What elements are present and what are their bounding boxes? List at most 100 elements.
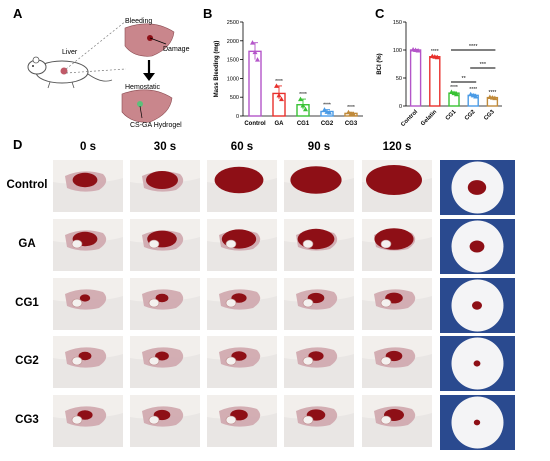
significance-label: **** (347, 105, 355, 111)
blood-stain (72, 172, 98, 188)
mouse-icon (27, 56, 113, 89)
filter-paper-photo (440, 278, 515, 333)
hydrogel-sample (148, 239, 160, 249)
x-tick-label: CG3 (345, 121, 358, 127)
hemostasis-photo (284, 395, 354, 447)
filter-paper-photo (440, 160, 515, 215)
y-tick-label: 50 (396, 76, 402, 82)
group-label: CG3 (15, 414, 39, 426)
bci-chart: 0 50 100 150 BCI (%) Control **** Gelatin **** CG… (377, 20, 502, 128)
group-label: CG1 (15, 297, 39, 309)
blood-stain (290, 166, 342, 194)
hemostasis-photo (53, 336, 123, 388)
time-label: 120 s (382, 141, 412, 153)
time-label: 90 s (307, 141, 331, 153)
x-tick-label: CG1 (445, 109, 458, 122)
hemostasis-photo (362, 336, 432, 388)
y-tick-label: 2500 (227, 20, 239, 26)
y-tick-label: 2000 (227, 39, 239, 45)
bar (409, 49, 422, 107)
x-tick-label: CG1 (297, 121, 310, 127)
hemostasis-photo (207, 336, 277, 388)
data-point (415, 48, 421, 53)
bracket-label: *** (480, 62, 487, 68)
paper-blood-stain (469, 240, 485, 253)
paper-blood-stain (472, 301, 482, 310)
hydrogel-sample (225, 415, 237, 425)
paper-blood-stain (467, 180, 487, 195)
liver-label: Liver (62, 49, 78, 56)
significance-label: **** (275, 79, 283, 85)
hemostasis-photo (284, 278, 354, 330)
hydrogel-sample (302, 298, 314, 308)
hemostasis-photo (53, 278, 123, 330)
bar (429, 56, 441, 107)
blood-stain (374, 228, 414, 250)
blood-stain (366, 165, 422, 195)
damage-label: Damage (163, 46, 190, 53)
panel-d-label: D (13, 137, 23, 152)
hydrogel-sample (380, 239, 392, 249)
data-point (255, 57, 260, 62)
significance-label: **** (450, 85, 458, 91)
blood-stain (214, 166, 264, 194)
hemostasis-photo (362, 395, 432, 447)
blood-stain (155, 293, 169, 303)
hydrogel-sample (148, 298, 160, 308)
y-tick-label: 1500 (227, 58, 239, 64)
panel-c-label: C (375, 6, 385, 21)
hydrogel-sample (148, 415, 160, 425)
blood-stain (78, 351, 92, 361)
hydrogel-sample (225, 356, 237, 366)
hemostatic-label: Hemostatic (125, 84, 161, 91)
filter-paper-photo (440, 336, 515, 391)
hydrogel-sample (380, 356, 392, 366)
bracket-label: **** (469, 44, 478, 50)
data-point (303, 106, 308, 112)
data-point (298, 96, 303, 102)
y-tick-label: 0 (236, 114, 239, 120)
hydrogel-sample (302, 239, 314, 249)
group-label: GA (18, 238, 36, 250)
paper-blood-stain (473, 360, 481, 367)
liver-hydrogel-icon (121, 89, 173, 123)
hydrogel-label: CS-GA Hydrogel (130, 122, 182, 129)
panel-b-label: B (203, 6, 213, 21)
hemostasis-photo (284, 336, 354, 388)
significance-label: **** (489, 90, 497, 96)
hemostasis-photo (53, 395, 123, 447)
hydrogel-sample (225, 239, 237, 249)
y-tick-label: 500 (230, 95, 239, 101)
hydrogel-sample (148, 356, 160, 366)
hemostasis-photo (284, 160, 354, 212)
hemostasis-photo (207, 395, 277, 447)
hemostasis-photo (130, 278, 200, 330)
hemostasis-photo (362, 160, 432, 212)
time-label: 0 s (80, 141, 96, 153)
mass-bleeding-chart: 0 500 1000 1500 2000 2500 Mass Bleeding (mg) Co… (214, 20, 363, 127)
data-point (274, 83, 279, 88)
hydrogel-sample (302, 356, 314, 366)
blood-stain (146, 171, 178, 189)
hemostasis-photo (207, 219, 277, 271)
bracket-label: ** (461, 76, 466, 82)
x-tick-label: Gelatin (420, 109, 438, 127)
hemostasis-photo (284, 219, 354, 271)
hydrogel-sample (71, 356, 83, 366)
data-point (434, 54, 440, 60)
data-point (300, 102, 306, 108)
hemostasis-photo (207, 278, 277, 330)
panel-a-label: A (13, 6, 23, 21)
y-tick-label: 100 (393, 48, 402, 54)
significance-label: **** (431, 49, 439, 55)
data-point (327, 110, 332, 115)
data-point (250, 40, 255, 45)
hemostasis-photo (130, 336, 200, 388)
significance-label: **** (323, 103, 331, 109)
y-tick-label: 0 (399, 104, 402, 110)
x-tick-label: CG2 (321, 121, 334, 127)
group-label: CG2 (15, 355, 39, 367)
significance-label: **** (299, 92, 307, 98)
filter-paper-photo (440, 395, 515, 450)
blood-stain (79, 294, 91, 302)
